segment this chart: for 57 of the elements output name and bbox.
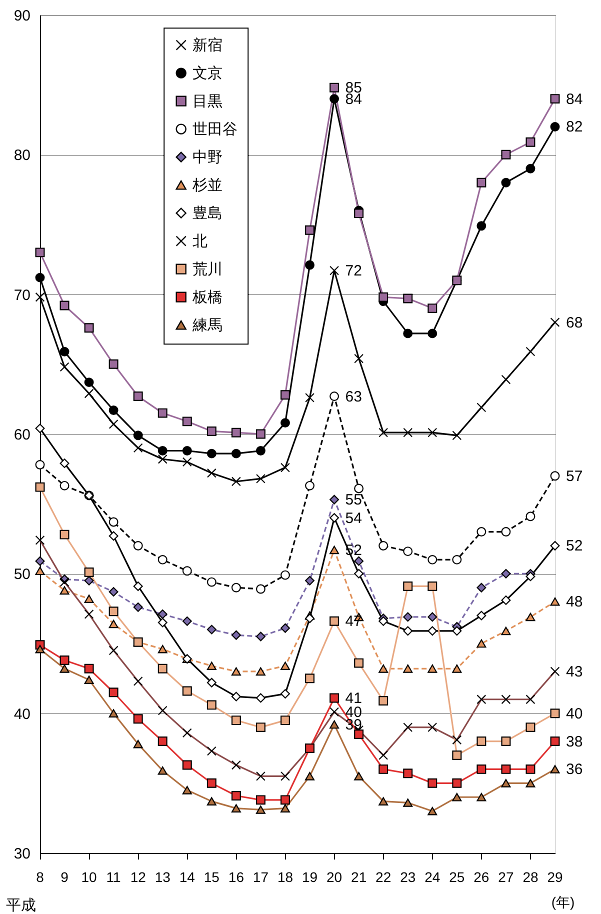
- x-tick-label: 25: [449, 869, 465, 885]
- x-tick-label: 27: [498, 869, 514, 885]
- x-tick-label: 15: [204, 869, 220, 885]
- legend-label: 北: [192, 233, 208, 250]
- data-label: 36: [566, 761, 583, 778]
- x-tick-label: 14: [179, 869, 196, 885]
- legend-label: 文京: [192, 65, 223, 82]
- x-tick-label: 17: [252, 869, 269, 885]
- data-label: 41: [345, 690, 362, 707]
- x-tick-label: 24: [424, 869, 440, 885]
- text: 平成: [6, 897, 36, 914]
- data-label: 68: [566, 314, 583, 332]
- y-tick-label: 80: [14, 147, 30, 164]
- legend-label: 杉並: [192, 177, 223, 194]
- legend-label: 板橋: [192, 289, 223, 306]
- data-label: 55: [345, 492, 362, 509]
- legend-label: 荒川: [192, 261, 223, 278]
- y-tick-label: 40: [14, 706, 30, 723]
- y-tick-label: 30: [14, 846, 30, 862]
- y-tick-label: 60: [14, 426, 30, 444]
- data-label: 84: [566, 90, 583, 108]
- data-label: 38: [566, 733, 583, 750]
- data-label: 57: [566, 468, 583, 485]
- x-axis-title: (年): [551, 894, 575, 910]
- x-tick-label: 22: [376, 869, 392, 885]
- x-tick-label: 29: [547, 869, 563, 885]
- x-tick-label: 20: [326, 869, 342, 885]
- x-tick-label: 28: [522, 869, 538, 885]
- x-tick-label: 16: [228, 869, 244, 885]
- data-label: 48: [566, 594, 583, 611]
- y-tick-label: 70: [14, 286, 30, 304]
- data-label: 43: [566, 663, 583, 680]
- legend-label: 豊島: [192, 205, 223, 222]
- x-tick-label: 19: [302, 869, 318, 885]
- x-tick-label: 26: [474, 869, 490, 885]
- data-label: 72: [345, 262, 362, 280]
- x-tick-label: 13: [154, 869, 171, 885]
- legend-label: 練馬: [192, 317, 223, 334]
- x-tick-label: 21: [351, 869, 367, 885]
- x-tick-label: 23: [400, 869, 416, 885]
- x-tick-label: 10: [81, 869, 98, 885]
- x-tick-label: 9: [60, 869, 69, 885]
- y-tick-label: 50: [14, 566, 30, 584]
- legend-label: 目黒: [192, 93, 223, 110]
- legend-label: 世田谷: [192, 121, 238, 138]
- x-tick-label: 12: [130, 869, 146, 885]
- legend-label: 新宿: [192, 37, 223, 54]
- data-label: 63: [345, 388, 362, 406]
- data-label: 54: [345, 510, 362, 527]
- data-label: 52: [566, 538, 583, 555]
- data-label: 40: [566, 705, 583, 722]
- x-tick-label: 18: [277, 869, 294, 885]
- legend-label: 中野: [192, 149, 223, 166]
- y-tick-label: 90: [14, 8, 30, 24]
- x-tick-label: 8: [36, 869, 44, 885]
- data-label: 82: [566, 118, 583, 136]
- x-tick-label: 11: [106, 869, 122, 885]
